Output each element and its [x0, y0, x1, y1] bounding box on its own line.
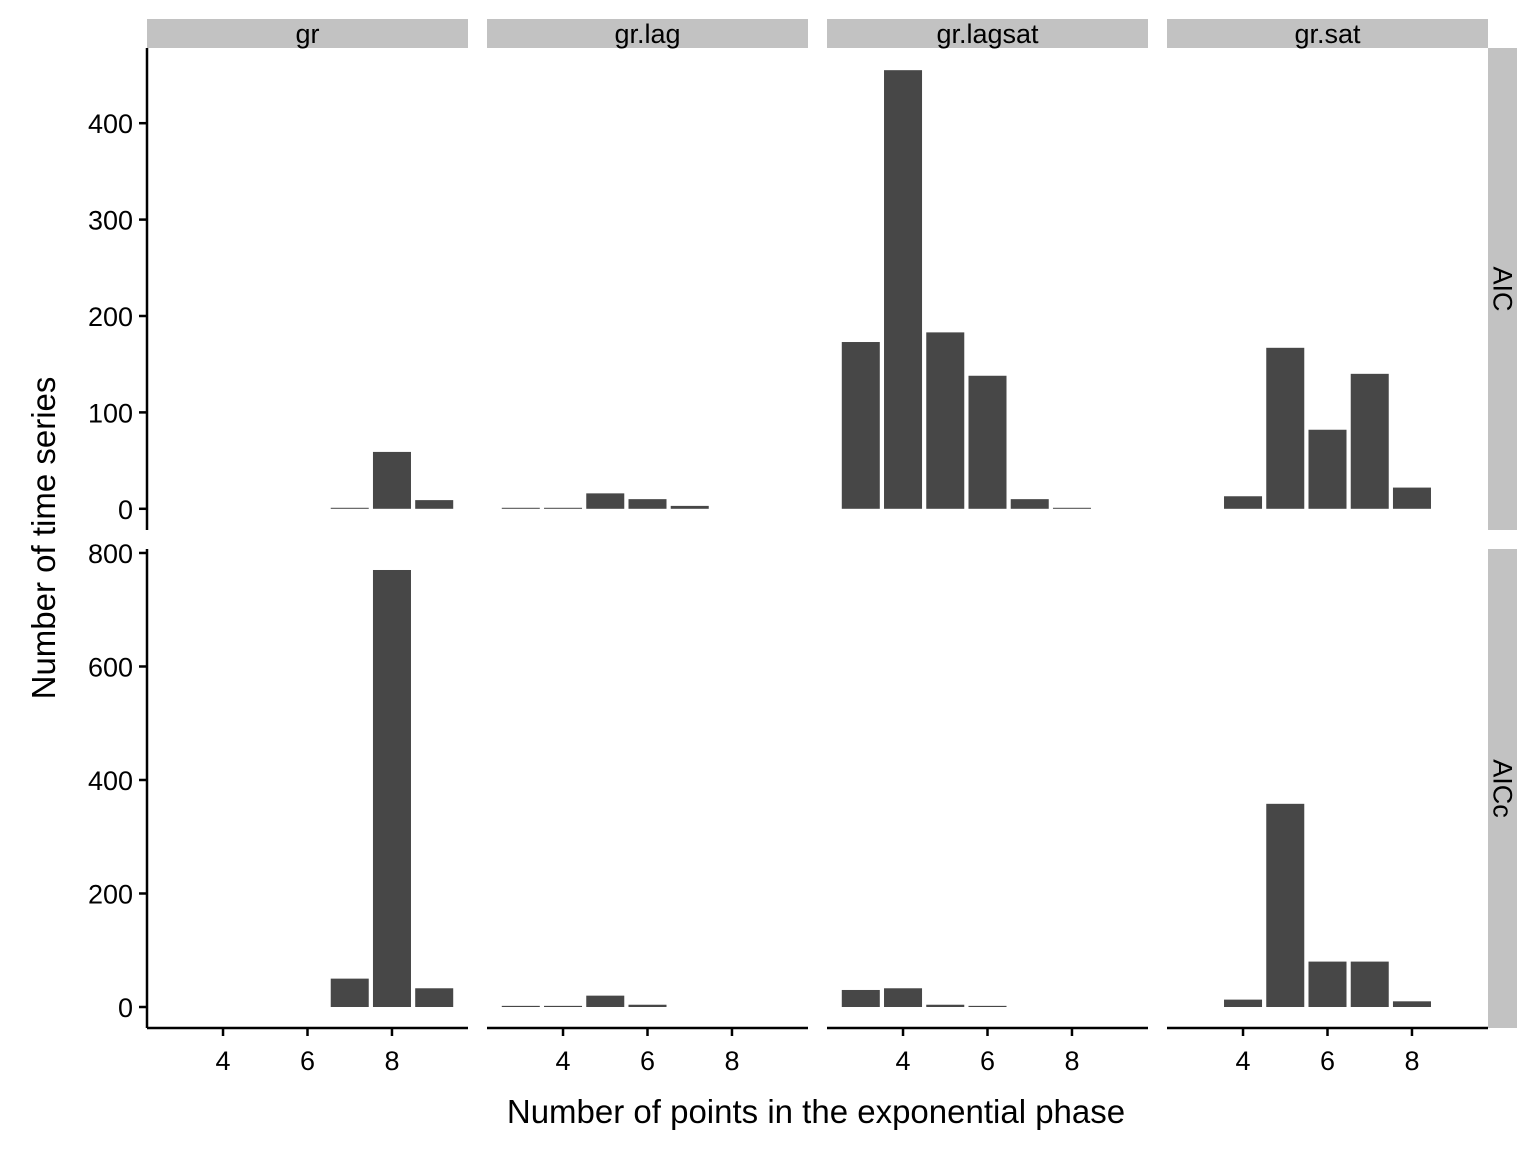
y-axis-title: Number of time series: [25, 377, 62, 700]
bar-aic-gr-lagsat-8: [1052, 507, 1091, 509]
bar-aic-gr-lagsat-4: [884, 70, 923, 509]
bar-aic-gr-sat-4: [1224, 496, 1263, 509]
y-tick-label-aicc-800: 800: [88, 539, 133, 569]
row-strip-label-aic: AIC: [1488, 266, 1518, 311]
x-tick-label-gr-6: 6: [300, 1046, 315, 1076]
bar-aicc-gr-lagsat-4: [884, 988, 923, 1008]
y-tick-label-aic-100: 100: [88, 398, 133, 428]
bar-aicc-gr-lagsat-3: [841, 989, 880, 1008]
bar-aic-gr-lagsat-6: [968, 375, 1007, 509]
bar-aicc-gr-lag-6: [628, 1004, 667, 1008]
x-tick-label-gr-4: 4: [216, 1046, 231, 1076]
row-strip-label-aicc: AICc: [1488, 759, 1518, 818]
x-tick-label-gr-lag-4: 4: [556, 1046, 571, 1076]
bar-aic-gr-lag-3: [501, 507, 540, 509]
column-strip-label-gr-lag: gr.lag: [614, 19, 680, 49]
column-strip-label-gr: gr: [295, 19, 319, 49]
y-tick-label-aicc-400: 400: [88, 766, 133, 796]
bar-aic-gr-9: [415, 500, 454, 509]
bar-aicc-gr-lagsat-6: [968, 1005, 1007, 1008]
x-tick-label-gr-sat-8: 8: [1404, 1046, 1419, 1076]
bar-aicc-gr-lagsat-5: [926, 1004, 965, 1008]
bar-aic-gr-lag-6: [628, 499, 667, 509]
bar-aic-gr-sat-6: [1308, 429, 1347, 509]
bar-aic-gr-lagsat-5: [926, 332, 965, 509]
bar-aic-gr-sat-7: [1350, 373, 1389, 509]
x-tick-label-gr-lagsat-4: 4: [896, 1046, 911, 1076]
bar-aicc-gr-9: [415, 988, 454, 1008]
column-strip-gr-sat: [1167, 19, 1488, 48]
row-strip-aicc: [1488, 549, 1517, 1028]
y-tick-label-aic-200: 200: [88, 302, 133, 332]
x-tick-label-gr-sat-4: 4: [1236, 1046, 1251, 1076]
x-tick-label-gr-lag-6: 6: [640, 1046, 655, 1076]
column-strip-label-gr-lagsat: gr.lagsat: [936, 19, 1039, 49]
bar-aicc-gr-lag-4: [544, 1005, 583, 1008]
bar-aicc-gr-sat-7: [1350, 961, 1389, 1008]
x-axis-title: Number of points in the exponential phas…: [507, 1093, 1125, 1130]
bar-aic-gr-lag-4: [544, 507, 583, 509]
bar-aicc-gr-sat-8: [1392, 1001, 1431, 1008]
x-tick-label-gr-8: 8: [384, 1046, 399, 1076]
x-tick-label-gr-sat-6: 6: [1320, 1046, 1335, 1076]
x-tick-label-gr-lagsat-8: 8: [1064, 1046, 1079, 1076]
y-tick-label-aicc-0: 0: [118, 993, 133, 1023]
bar-aic-gr-8: [372, 451, 411, 509]
row-strip-aic: [1488, 48, 1517, 530]
y-tick-label-aicc-600: 600: [88, 652, 133, 682]
bar-aicc-gr-8: [372, 569, 411, 1008]
y-tick-label-aicc-200: 200: [88, 879, 133, 909]
column-strip-gr-lagsat: [827, 19, 1148, 48]
x-tick-label-gr-lagsat-6: 6: [980, 1046, 995, 1076]
bar-aicc-gr-lag-3: [501, 1005, 540, 1008]
column-strip-gr: [147, 19, 468, 48]
bar-aicc-gr-sat-4: [1224, 999, 1263, 1008]
bar-aicc-gr-sat-6: [1308, 961, 1347, 1008]
bar-aic-gr-sat-5: [1266, 347, 1305, 509]
bar-aicc-gr-7: [330, 978, 369, 1008]
x-tick-label-gr-lag-8: 8: [724, 1046, 739, 1076]
y-tick-label-aic-300: 300: [88, 206, 133, 236]
bar-aic-gr-lagsat-7: [1010, 499, 1049, 509]
bar-aic-gr-lag-7: [670, 505, 709, 509]
bar-aic-gr-7: [330, 507, 369, 509]
y-tick-label-aic-400: 400: [88, 109, 133, 139]
bar-aic-gr-lag-5: [586, 493, 625, 509]
bar-aicc-gr-lag-5: [586, 995, 625, 1008]
y-tick-label-aic-0: 0: [118, 495, 133, 525]
column-strip-label-gr-sat: gr.sat: [1294, 19, 1361, 49]
bar-aic-gr-lagsat-3: [841, 342, 880, 509]
bar-aicc-gr-sat-5: [1266, 803, 1305, 1008]
column-strip-gr-lag: [487, 19, 808, 48]
bar-aic-gr-sat-8: [1392, 487, 1431, 509]
